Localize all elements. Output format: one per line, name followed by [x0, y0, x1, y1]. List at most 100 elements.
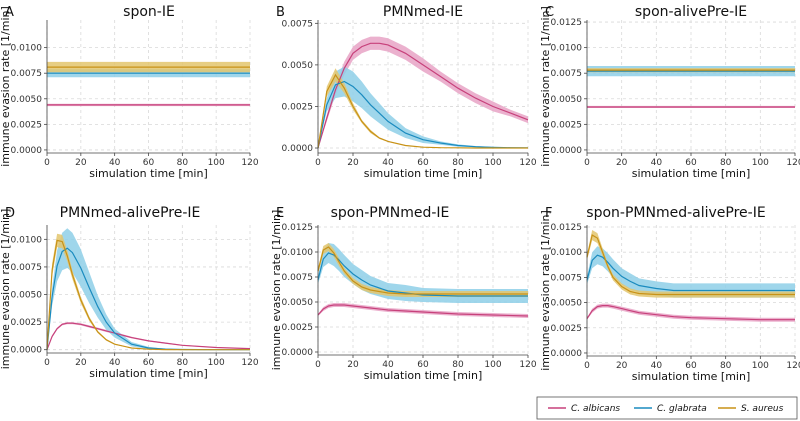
panel-letter: E	[276, 206, 284, 221]
x-tick-label: 0	[44, 158, 50, 168]
panel-letter: D	[5, 206, 15, 221]
series-line-c--albicans	[317, 304, 529, 317]
y-axis-label: immune evasion rate [1/min]	[539, 6, 552, 167]
y-tick-label: 0.0075	[551, 69, 583, 79]
x-tick-label: 20	[75, 158, 87, 168]
legend-label: C. albicans	[571, 404, 620, 414]
x-tick-label: 100	[752, 158, 769, 168]
y-tick-label: 0.0050	[551, 299, 583, 309]
y-tick-label: 0.0050	[11, 95, 43, 105]
x-tick-label: 100	[208, 358, 225, 368]
series-line-s--aureus	[586, 234, 795, 296]
series-band-c--albicans	[318, 36, 528, 148]
series-band-s--aureus	[318, 243, 528, 297]
x-tick-label: 40	[382, 360, 394, 370]
y-axis-label: immune evasion rate [1/min]	[0, 6, 12, 167]
y-axis-label: immune evasion rate [1/min]	[0, 209, 12, 370]
x-axis-label: simulation time [min]	[364, 167, 483, 180]
x-tick-label: 40	[651, 158, 663, 168]
y-tick-label: 0.0050	[11, 291, 43, 301]
legend-box	[536, 396, 798, 420]
y-tick-label: 0.0000	[282, 144, 314, 154]
series-line-s--aureus	[317, 246, 528, 295]
panel-letter: F	[545, 206, 552, 221]
y-tick-label: 0.0025	[11, 120, 43, 130]
panel-title: PMNmed-IE	[383, 4, 463, 20]
x-tick-label: 40	[382, 158, 394, 168]
series-line-c--glabrata	[317, 80, 529, 149]
y-tick-label: 0.0025	[551, 120, 583, 130]
y-tick-label: 0.0075	[11, 69, 43, 79]
series-line-s--aureus	[317, 73, 528, 149]
x-tick-label: 80	[452, 360, 464, 370]
legend-label: C. glabrata	[657, 404, 707, 414]
x-axis-label: simulation time [min]	[632, 167, 751, 180]
series-line-c--albicans	[46, 322, 251, 350]
y-tick-label: 0.0075	[282, 273, 314, 283]
x-tick-label: 100	[484, 158, 501, 168]
panel-c: 0 20 40 60 80 100 120 0.0000 0.0025 0.0050 0.0075 0…	[539, 4, 800, 180]
y-tick-label: 0.0025	[11, 318, 43, 328]
gridlines	[586, 225, 796, 356]
x-tick-label: 60	[685, 361, 697, 371]
x-tick-label: 0	[315, 360, 321, 370]
y-tick-label: 0.0125	[551, 223, 583, 233]
y-tick-label: 0.0025	[282, 102, 314, 112]
x-tick-label: 120	[786, 158, 800, 168]
series-line-c--albicans	[317, 42, 529, 149]
y-tick-label: 0.0100	[11, 44, 43, 54]
x-tick-label: 0	[584, 158, 590, 168]
y-tick-label: 0.0050	[282, 61, 314, 71]
x-tick-label: 60	[417, 158, 429, 168]
y-axis-label: immune evasion rate [1/min]	[539, 210, 552, 371]
y-tick-label: 0.0000	[11, 146, 43, 156]
x-tick-label: 100	[208, 158, 225, 168]
y-tick-label: 0.0000	[11, 346, 43, 356]
x-tick-label: 80	[720, 361, 732, 371]
panel-title: spon-alivePre-IE	[635, 4, 747, 20]
panel-e: 0 20 40 60 80 100 120 0.0000 0.0025 0.0050 0.0075 0…	[270, 205, 537, 382]
y-tick-label: 0.0100	[551, 44, 583, 54]
x-tick-label: 0	[44, 358, 50, 368]
x-tick-label: 60	[143, 158, 155, 168]
x-axis-label: simulation time [min]	[364, 369, 483, 382]
panel-letter: C	[545, 5, 554, 20]
series-band-c--glabrata	[47, 228, 250, 350]
x-tick-label: 80	[720, 158, 732, 168]
x-tick-label: 40	[651, 361, 663, 371]
series-line-s--aureus	[46, 239, 250, 351]
y-tick-label: 0.0075	[11, 263, 43, 273]
x-tick-label: 120	[241, 158, 258, 168]
gridlines	[46, 20, 251, 153]
x-tick-label: 20	[616, 361, 628, 371]
legend: C. albicans C. glabrata S. aureus	[548, 404, 784, 414]
x-tick-label: 80	[452, 158, 464, 168]
panel-d: 0 20 40 60 80 100 120 0.0000 0.0025 0.0050 0.0075 0…	[0, 205, 259, 380]
x-axis-label: simulation time [min]	[89, 167, 208, 180]
y-tick-label: 0.0000	[551, 146, 583, 156]
y-tick-label: 0.0100	[282, 248, 314, 258]
y-tick-label: 0.0075	[551, 273, 583, 283]
panel-title: PMNmed-alivePre-IE	[60, 205, 201, 221]
panel-b: 0 20 40 60 80 100 120 0.0000 0.0025 0.0050 0.0075 s…	[276, 4, 537, 180]
x-tick-label: 40	[109, 158, 121, 168]
x-tick-label: 80	[177, 358, 189, 368]
y-tick-label: 0.0000	[282, 348, 314, 358]
x-tick-label: 120	[519, 360, 536, 370]
y-tick-label: 0.0050	[551, 95, 583, 105]
panel-letter: B	[276, 5, 285, 20]
panel-title: spon-PMNmed-IE	[331, 205, 450, 221]
gridlines	[586, 20, 796, 153]
panel-title: spon-PMNmed-alivePre-IE	[586, 205, 765, 221]
y-tick-label: 0.0125	[551, 18, 583, 28]
series-line-c--glabrata	[317, 252, 528, 297]
x-tick-label: 120	[241, 358, 258, 368]
y-tick-label: 0.0100	[551, 248, 583, 258]
x-tick-label: 120	[519, 158, 536, 168]
y-tick-label: 0.0075	[282, 19, 314, 29]
panel-title: spon-IE	[123, 4, 175, 20]
x-tick-label: 20	[616, 158, 628, 168]
x-tick-label: 40	[109, 358, 121, 368]
x-tick-label: 80	[177, 158, 189, 168]
